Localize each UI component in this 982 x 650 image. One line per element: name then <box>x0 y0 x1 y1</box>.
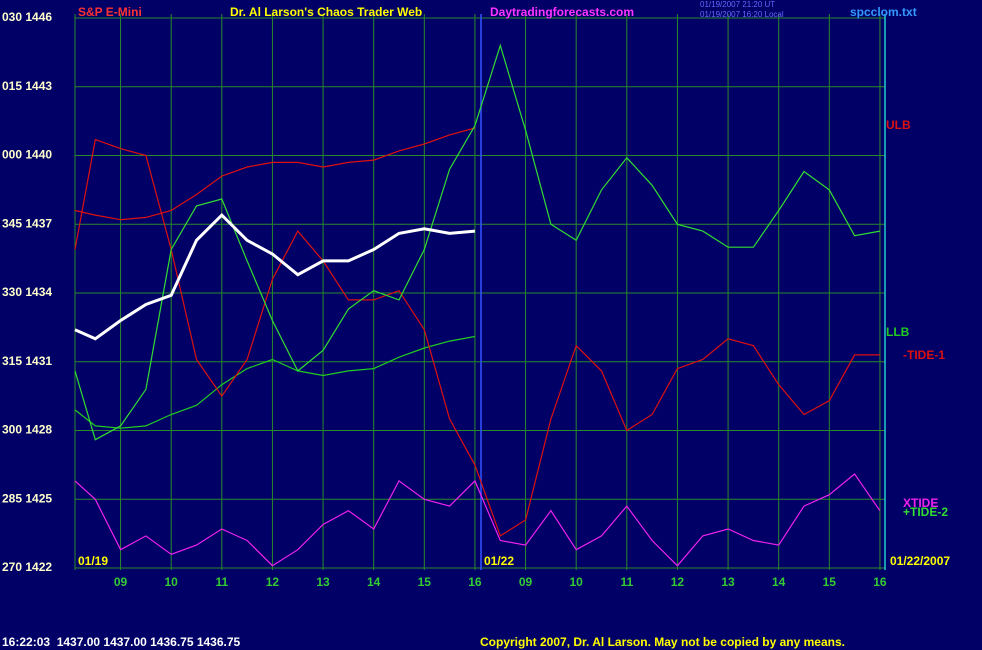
instrument: S&P E-Mini <box>78 5 142 19</box>
timestamp: 01/19/2007 21:20 UT <box>700 0 775 9</box>
x-tick-label: 12 <box>266 575 280 589</box>
x-tick-label: 13 <box>316 575 330 589</box>
timestamp: 01/19/2007 16:20 Local <box>700 10 784 19</box>
y-tick-label: 000 1440 <box>2 148 52 162</box>
quote: 16:22:03 1437.00 1437.00 1436.75 1436.75 <box>2 635 241 649</box>
x-tick-label: 13 <box>721 575 735 589</box>
date-label: 01/19 <box>78 554 108 568</box>
series-label: -TIDE-1 <box>903 348 945 362</box>
y-tick-label: 315 1431 <box>2 354 52 368</box>
x-tick-label: 12 <box>671 575 685 589</box>
series-label: ULB <box>886 118 911 132</box>
series-line <box>74 43 881 441</box>
y-tick-label: 330 1434 <box>2 285 52 299</box>
y-tick-label: 345 1437 <box>2 216 52 230</box>
chart-title: Dr. Al Larson's Chaos Trader Web <box>230 5 422 19</box>
y-tick-label: 300 1428 <box>2 423 52 437</box>
x-tick-label: 14 <box>772 575 786 589</box>
x-tick-label: 09 <box>519 575 533 589</box>
x-tick-label: 16 <box>468 575 482 589</box>
date-label: 01/22/2007 <box>890 554 950 568</box>
x-tick-label: 11 <box>620 575 633 589</box>
copyright: Copyright 2007, Dr. Al Larson. May not b… <box>480 635 845 649</box>
file-name: spcclom.txt <box>850 5 917 19</box>
series-line <box>74 473 881 567</box>
x-tick-label: 15 <box>418 575 432 589</box>
x-tick-label: 11 <box>215 575 228 589</box>
series-label: XTIDE <box>903 496 938 510</box>
series-line <box>74 127 476 221</box>
y-tick-label: 030 1446 <box>2 10 52 24</box>
series-group <box>74 43 881 567</box>
y-tick-label: 015 1443 <box>2 79 52 93</box>
date-label: 01/22 <box>484 554 514 568</box>
site: Daytradingforecasts.com <box>490 5 634 19</box>
x-tick-label: 16 <box>873 575 887 589</box>
y-tick-label: 270 1422 <box>2 560 52 574</box>
x-tick-label: 10 <box>570 575 584 589</box>
y-tick-label: 285 1425 <box>2 491 52 505</box>
grid <box>75 14 885 570</box>
series-label: +TIDE-2 <box>903 505 948 519</box>
series-label: LLB <box>886 325 910 339</box>
price-line <box>74 212 476 341</box>
x-tick-label: 09 <box>114 575 128 589</box>
x-tick-label: 10 <box>165 575 179 589</box>
series-line <box>74 138 880 537</box>
series-line <box>74 335 476 429</box>
x-tick-label: 15 <box>823 575 837 589</box>
x-tick-label: 14 <box>367 575 381 589</box>
